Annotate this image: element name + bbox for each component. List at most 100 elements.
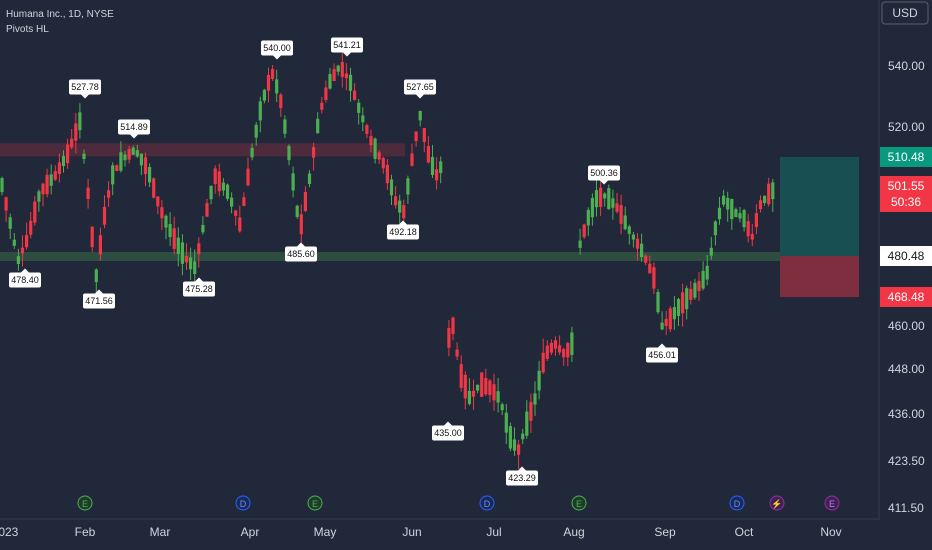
- candle: [180, 234, 184, 276]
- candle: [12, 233, 16, 249]
- candle: [570, 326, 574, 363]
- candle: [115, 164, 119, 172]
- x-tick-label: Oct: [735, 525, 754, 539]
- candle: [205, 199, 209, 217]
- x-tick-label: Jun: [402, 525, 421, 539]
- earnings-marker[interactable]: E: [571, 495, 587, 511]
- candle: [697, 272, 701, 301]
- y-tick-label: 540.00: [888, 59, 925, 73]
- candle: [537, 360, 541, 400]
- countdown-timer: 50:36: [891, 195, 921, 209]
- price-badge-value: 480.48: [888, 249, 925, 263]
- dividend-marker[interactable]: D: [479, 495, 495, 511]
- price-axis[interactable]: [879, 0, 932, 550]
- pivot-label-low: 475.28: [183, 277, 215, 297]
- candle: [246, 157, 250, 186]
- candle: [328, 67, 332, 90]
- candle: [37, 189, 41, 212]
- position-profit-zone[interactable]: [780, 157, 859, 256]
- candle: [230, 192, 234, 214]
- candle: [459, 355, 463, 392]
- candle: [373, 137, 377, 164]
- candle: [717, 197, 722, 225]
- candle: [763, 195, 767, 206]
- candle: [430, 144, 435, 178]
- candle: [299, 204, 303, 247]
- earnings-marker[interactable]: E: [824, 495, 840, 511]
- candle: [607, 184, 611, 210]
- event-marker-letter: E: [829, 499, 835, 509]
- x-tick-label: Apr: [241, 525, 260, 539]
- event-marker-letter: D: [240, 499, 247, 509]
- candle: [0, 176, 4, 196]
- price-badge-value: 468.48: [888, 290, 925, 304]
- candle: [287, 144, 291, 166]
- candle: [20, 235, 25, 267]
- event-marker-letter: D: [734, 499, 741, 509]
- candle: [369, 129, 373, 153]
- split-marker[interactable]: ⚡: [769, 495, 785, 511]
- price-badge: 480.48: [880, 246, 932, 266]
- candle: [209, 185, 213, 205]
- candle: [504, 403, 508, 445]
- x-tick-label: Mar: [150, 525, 171, 539]
- candle: [385, 158, 389, 190]
- candle: [664, 310, 668, 336]
- candle: [225, 183, 230, 201]
- candle: [672, 296, 676, 330]
- candle: [102, 195, 107, 229]
- candle: [615, 192, 619, 214]
- price-badge: 468.48: [880, 287, 932, 307]
- candle: [135, 144, 139, 158]
- candle: [53, 165, 57, 181]
- dividend-marker[interactable]: D: [729, 495, 745, 511]
- pivot-value: 514.89: [120, 122, 148, 132]
- candle: [238, 205, 242, 233]
- candle: [467, 378, 471, 406]
- candle: [742, 208, 746, 232]
- x-tick-label: Aug: [563, 525, 584, 539]
- candle: [172, 216, 176, 255]
- candle: [447, 320, 451, 357]
- candle: [558, 335, 562, 356]
- candle: [107, 181, 111, 207]
- dividend-marker[interactable]: D: [235, 495, 251, 511]
- pivot-value: 527.78: [71, 82, 99, 92]
- candle: [578, 228, 582, 255]
- candle: [217, 163, 221, 197]
- currency-button[interactable]: USD: [881, 1, 929, 25]
- candle: [693, 278, 697, 300]
- candle: [738, 206, 742, 223]
- pivot-label-high: 527.65: [404, 79, 436, 99]
- candle: [529, 393, 533, 433]
- position-loss-zone[interactable]: [780, 256, 859, 297]
- earnings-marker[interactable]: E: [77, 495, 93, 511]
- candle: [599, 178, 603, 217]
- candle: [176, 227, 180, 267]
- candle: [193, 249, 197, 284]
- resistance-zone: [0, 143, 405, 157]
- candle: [295, 204, 299, 219]
- candle: [8, 213, 12, 240]
- candle: [33, 195, 37, 226]
- candle: [348, 67, 353, 102]
- candle: [184, 243, 189, 270]
- candle: [389, 174, 394, 205]
- candle: [701, 261, 705, 291]
- candle: [640, 233, 644, 262]
- candle: [324, 80, 328, 103]
- candle: [771, 178, 775, 213]
- candle: [594, 178, 599, 217]
- candle: [512, 427, 517, 456]
- candle: [148, 163, 152, 188]
- candle: [57, 153, 61, 183]
- earnings-marker[interactable]: E: [307, 495, 323, 511]
- x-tick-label: 2023: [0, 525, 19, 539]
- candle: [156, 196, 160, 215]
- time-axis[interactable]: [0, 520, 879, 550]
- candle: [307, 170, 312, 188]
- pivot-value: 485.60: [287, 249, 315, 259]
- candle: [78, 103, 82, 139]
- candle: [242, 192, 246, 207]
